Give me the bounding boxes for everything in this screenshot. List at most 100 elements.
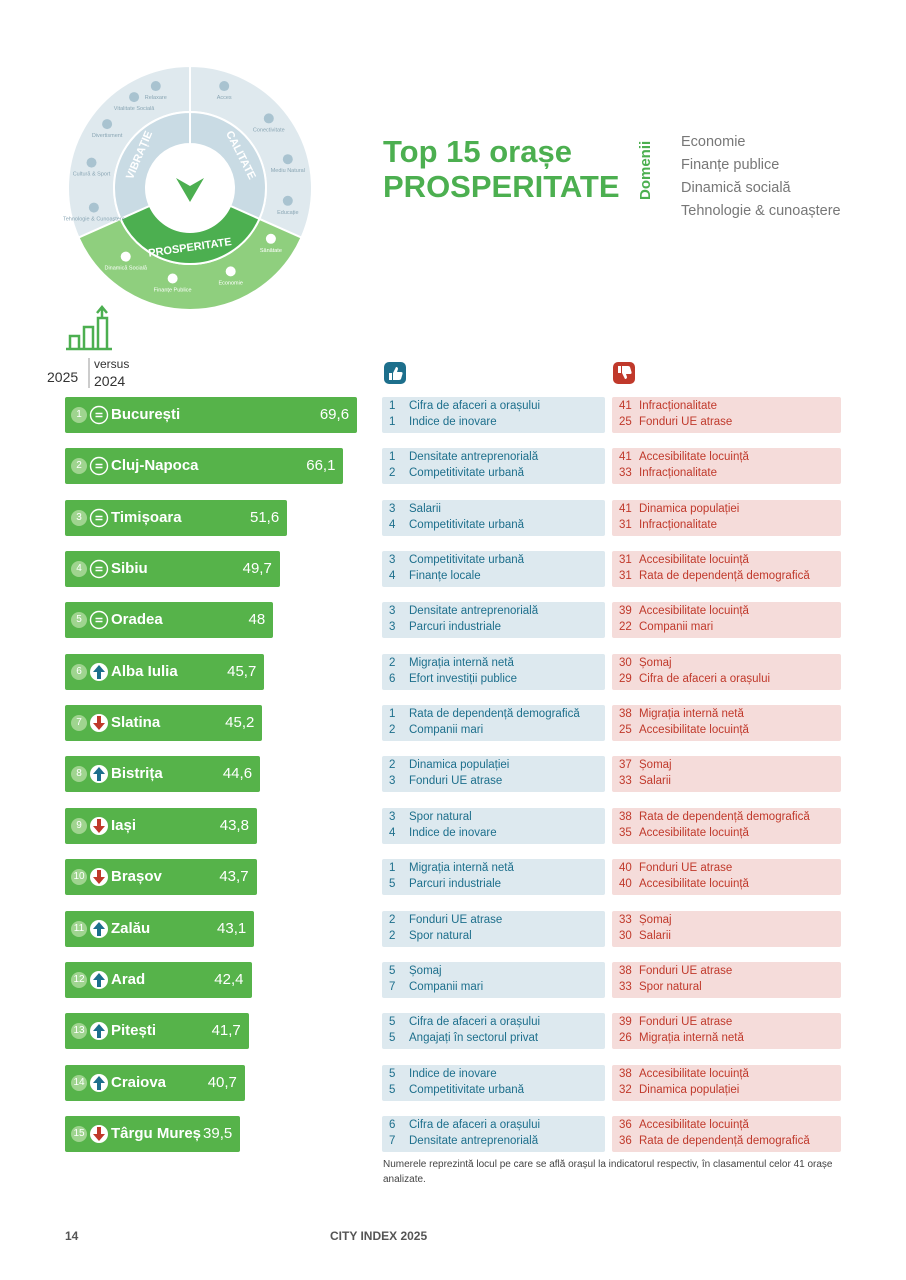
indicator-rank: 5 [389,1016,396,1029]
indicator-rank: 31 [619,518,632,531]
indicator-name: Cifra de afaceri a orașului [409,1016,541,1029]
indicator-name: Cifra de afaceri a orașului [639,672,771,685]
indicator-name: Indice de inovare [409,1067,497,1080]
score-bar: 15 Târgu Mureș 39,5 [65,1115,241,1152]
domain: Tehnologie & cunoaștere [681,203,841,219]
indicator-rank: 1 [389,451,396,464]
score-value: 43,1 [217,919,247,937]
score-value: 43,8 [219,816,249,834]
weakness-box: 38 Migrația internă netă 25 Accesibilitate … [612,705,841,742]
rank-badge: 13 [71,1023,87,1040]
trend-icon [89,405,109,425]
strength-box: 3 Densitate antreprenorială 3 Parcuri indus… [382,602,605,639]
indicator-rank: 1 [389,400,396,412]
trend-icon [90,970,108,989]
indicator-name: Competitivitate urbană [409,518,525,531]
rank-badge: 15 [71,1125,87,1142]
trend-up [93,767,105,782]
indicator-name: Densitate antreprenorială [409,605,539,618]
indicator-name: Accesibilitate locuință [639,878,749,891]
indicator-name: Parcuri industriale [409,878,502,891]
trend-equal-sign [95,464,103,469]
domains-label-text: Domenii [637,141,654,200]
indicator-rank: 2 [389,929,396,942]
weakness-box: 41 Infracționalitate 25 Fonduri UE atrase [612,397,841,433]
city-name: Târgu Mureș [111,1124,202,1142]
trend-equal-sign [95,515,103,520]
city-name: Craiova [111,1073,167,1091]
wheel-item-label: Mediu Natural [271,168,305,174]
indicator-rank: 6 [389,1118,396,1131]
wheel-item-icon [263,113,274,124]
trend-icon [90,1124,108,1143]
city-name: Timișoara [111,508,182,526]
wheel-item-icon [225,266,236,277]
trend-equal [89,457,109,476]
indicator-rank: 4 [389,518,396,531]
indicator-name: Companii mari [409,724,484,737]
indicator-rank: 4 [389,826,396,839]
indicator-name: Șomaj [639,759,672,772]
wheel-item-label: Economie [218,280,242,286]
weakness-box: 33 Șomaj 30 Salarii [612,910,841,947]
indicator-rank: 31 [619,554,632,567]
indicator-rank: 5 [389,878,396,891]
indicator-name: Dinamica populației [409,759,510,772]
indicator-name: Accesibilitate locuință [639,554,749,567]
domain: Economie [681,134,746,150]
indicator-name: Accesibilitate locuință [639,1118,749,1131]
rank-badge: 6 [71,663,87,680]
trend-down [93,818,105,833]
score-bar: 3 Timișoara 51,6 [65,499,288,536]
score-value: 66,1 [306,457,336,475]
indicator-name: Șomaj [639,913,672,926]
indicator-name: Infracționalitate [639,518,717,531]
wheel-item-icon [265,233,276,244]
trend-icon [89,559,109,579]
legend-versus: versus [94,357,130,371]
score-bar: 4 Sibiu 49,7 [65,551,280,588]
indicator-name: Fonduri UE atrase [409,913,503,926]
indicator-rank: 5 [389,1032,396,1045]
thumbs-up-glyph [389,367,403,380]
city-name: Iași [111,816,137,834]
indicator-rank: 7 [389,1134,396,1147]
indicator-name: Migrația internă netă [639,708,744,721]
city-name: București [111,406,181,423]
indicator-rank: 40 [619,878,632,891]
score-bar: 2 Cluj-Napoca 66,1 [65,448,344,485]
indicator-rank: 1 [389,862,396,875]
thumbs-down-glyph [618,366,632,379]
trend-icon [89,457,109,476]
indicator-rank: 33 [619,913,632,926]
title: Top 15 orașe [383,134,572,169]
wheel-item-icon [129,92,140,103]
indicator-name: Finanțe locale [409,570,481,583]
thumb-icons [384,362,635,384]
strength-box: 1 Cifra de afaceri a orașului 1 Indice de i… [382,397,605,433]
indicator-name: Competitivitate urbană [409,554,525,567]
indicator-rank: 33 [619,980,632,993]
score-value: 44,6 [222,765,253,783]
score-value: 43,7 [219,868,249,886]
trend-down [93,870,105,885]
score-bar: 12 Arad 42,4 [65,961,252,998]
indicator-rank: 39 [619,605,632,618]
strength-box: 3 Spor natural 4 Indice de inovare [382,807,605,844]
growth-icon [66,305,112,351]
wheel-item-icon [86,157,97,168]
trend-icon [90,1022,108,1041]
wheel-item-label: Vitalitate Socială [114,106,156,112]
trend-icon [90,919,108,938]
indicator-rank: 3 [389,502,396,515]
rank-badge: 4 [71,561,87,578]
trend-up [93,921,105,936]
rank-badge: 5 [71,612,87,629]
indicator-rank: 3 [389,605,396,618]
indicator-name: Salarii [409,502,441,515]
wheel-item-icon [282,154,293,165]
indicator-name: Spor natural [409,929,472,942]
weakness-box: 38 Rata de dependență demografică 35 Accesi… [612,807,841,844]
